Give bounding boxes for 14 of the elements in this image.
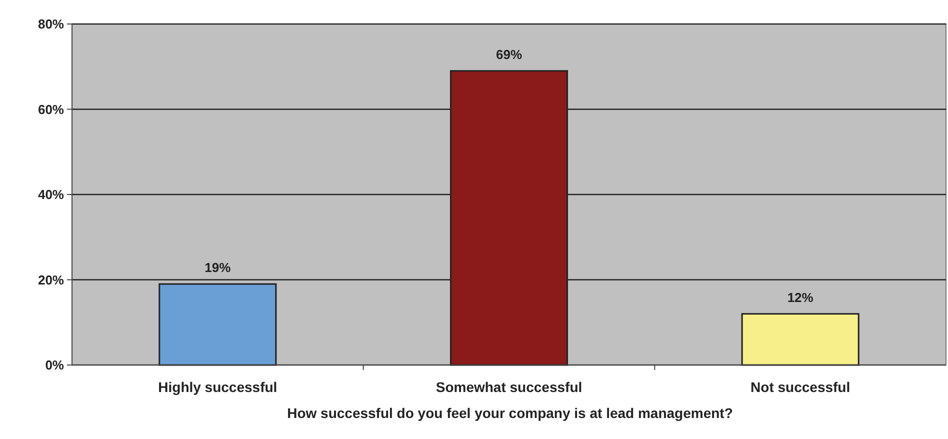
data-label: 69% <box>496 46 522 62</box>
bar <box>741 313 860 366</box>
data-label: 12% <box>787 290 814 305</box>
x-tick-label: Not successful <box>750 379 850 395</box>
y-tick-label: 80% <box>38 16 64 32</box>
data-label: 19% <box>204 260 232 276</box>
x-tick-label: Highly successful <box>158 379 278 395</box>
y-tick-label: 40% <box>38 187 64 202</box>
x-tick-label: Somewhat successful <box>436 379 582 395</box>
y-tick-label: 20% <box>38 272 64 288</box>
bar <box>158 283 277 366</box>
y-tick-label: 60% <box>38 102 64 117</box>
y-tick-label: 0% <box>45 358 64 373</box>
x-axis-title: How successful do you feel your company is at lead management? <box>287 405 733 421</box>
